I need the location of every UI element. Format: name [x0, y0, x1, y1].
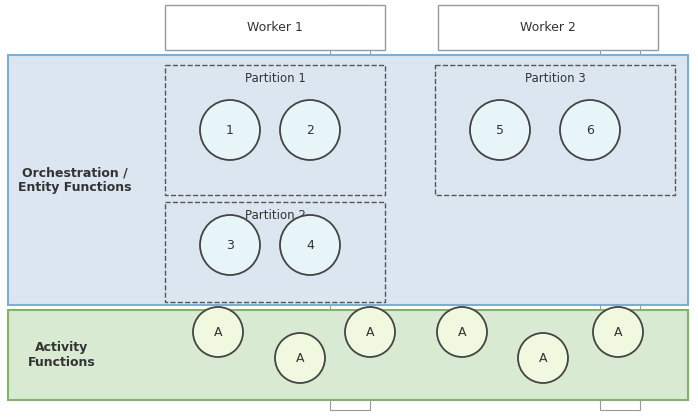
Bar [438, 5, 658, 50]
Circle shape [560, 100, 620, 160]
Circle shape [437, 307, 487, 357]
Text: Partition 2: Partition 2 [244, 208, 306, 221]
Text: 3: 3 [226, 239, 234, 251]
Text: A: A [458, 326, 466, 339]
Bar [165, 202, 385, 302]
Text: A: A [614, 326, 622, 339]
Circle shape [193, 307, 243, 357]
Circle shape [593, 307, 643, 357]
Bar [165, 5, 385, 50]
Bar [330, 5, 370, 410]
Text: A: A [366, 326, 374, 339]
Text: Activity
Functions: Activity Functions [28, 341, 96, 369]
Bar [600, 5, 640, 410]
Circle shape [345, 307, 395, 357]
Text: 6: 6 [586, 123, 594, 136]
Circle shape [275, 333, 325, 383]
Text: 4: 4 [306, 239, 314, 251]
Circle shape [280, 100, 340, 160]
Text: Worker 2: Worker 2 [520, 21, 576, 34]
Text: Worker 1: Worker 1 [247, 21, 303, 34]
Bar [435, 65, 675, 195]
Circle shape [470, 100, 530, 160]
Text: A: A [539, 352, 547, 364]
Circle shape [200, 215, 260, 275]
Text: 2: 2 [306, 123, 314, 136]
Circle shape [200, 100, 260, 160]
Bar [165, 65, 385, 195]
Text: Partition 3: Partition 3 [525, 71, 586, 85]
Text: 5: 5 [496, 123, 504, 136]
Bar [8, 55, 688, 305]
Text: 1: 1 [226, 123, 234, 136]
Text: A: A [296, 352, 304, 364]
Circle shape [280, 215, 340, 275]
Text: Partition 1: Partition 1 [244, 71, 306, 85]
Circle shape [518, 333, 568, 383]
Text: A: A [214, 326, 222, 339]
Text: Orchestration /
Entity Functions: Orchestration / Entity Functions [18, 166, 132, 194]
Bar [8, 310, 688, 400]
